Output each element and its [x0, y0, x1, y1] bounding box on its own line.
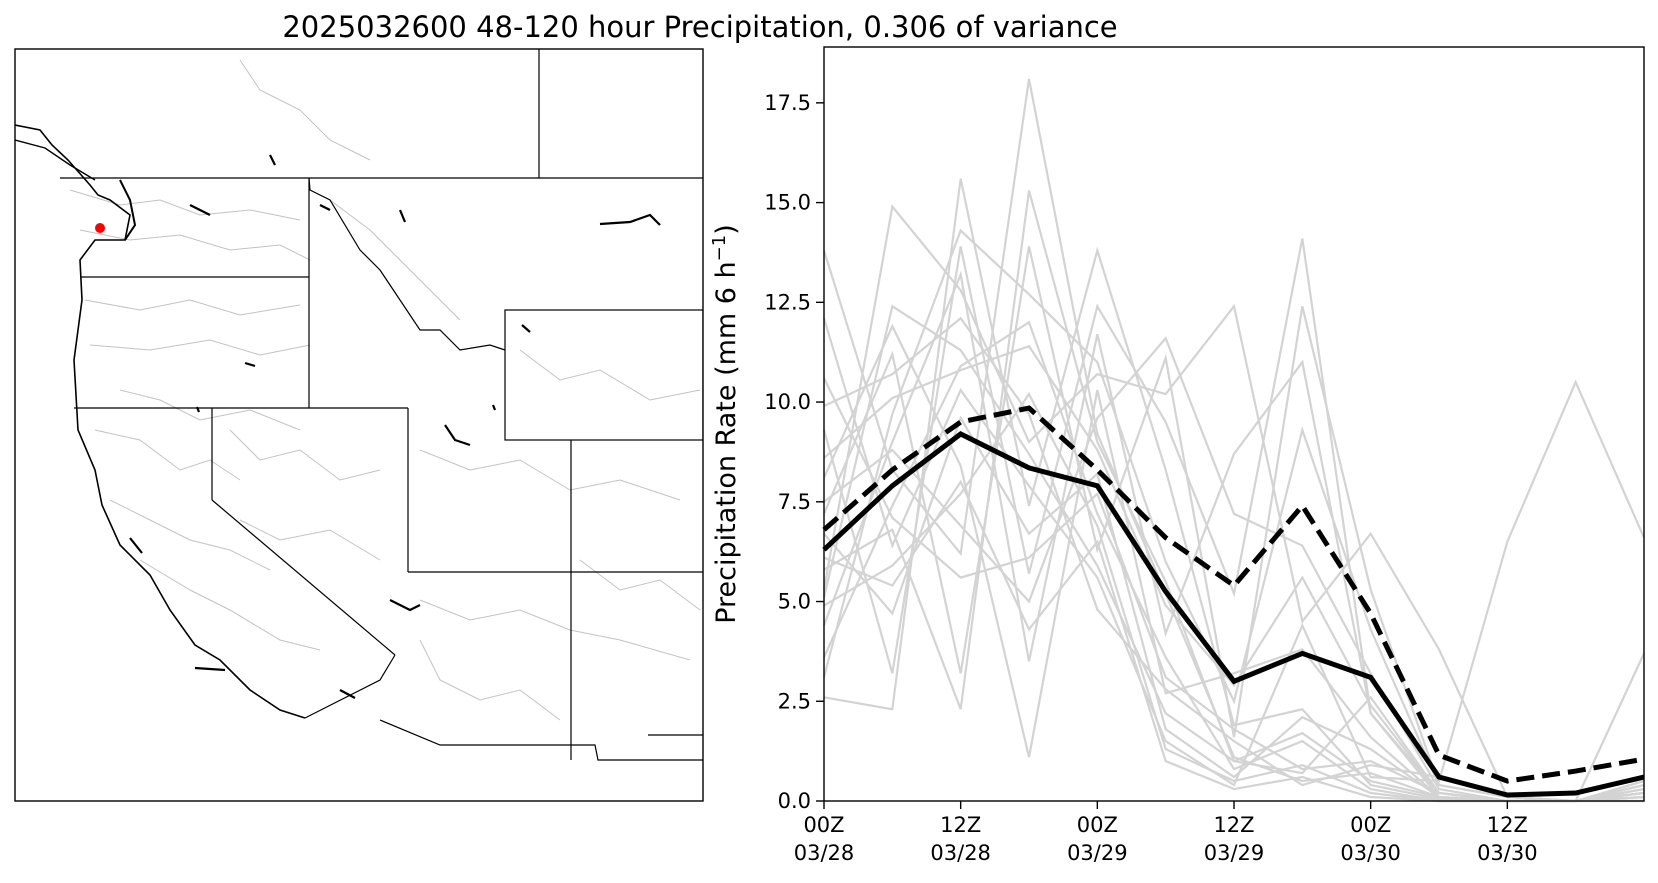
chart-title: 2025032600 48-120 hour Precipitation, 0.… [282, 10, 1118, 44]
x-tick-label: 12Z [940, 813, 981, 837]
y-tick-label: 10.0 [764, 390, 811, 414]
x-tick-label: 12Z [1213, 813, 1254, 837]
series-layer [822, 78, 1646, 803]
y-tick-label: 15.0 [764, 191, 811, 215]
plot-frame [823, 46, 1645, 802]
ensemble-member-line [822, 304, 1645, 803]
x-tick-label: 03/28 [930, 841, 991, 865]
x-tick-label: 03/28 [794, 841, 855, 865]
ensemble-member-line [822, 317, 1646, 787]
x-axis: 00Z 03/28 12Z 03/28 00Z 03/29 12Z 03/29 00Z 03/30… [794, 801, 1538, 865]
y-tick-label: 17.5 [764, 91, 811, 115]
y-axis: 0.0 2.5 5.0 7.5 10.0 12.5 15.0 17.5 [764, 91, 824, 813]
y-tick-label: 0.0 [778, 789, 811, 813]
y-axis-label: Precipitation Rate (mm 6 h−1) [709, 224, 742, 624]
x-tick-label: 12Z [1487, 813, 1528, 837]
coastline [15, 124, 306, 719]
x-tick-label: 03/30 [1477, 841, 1538, 865]
x-tick-label: 03/30 [1340, 841, 1401, 865]
x-tick-label: 03/29 [1204, 841, 1265, 865]
lakes [129, 154, 661, 699]
y-tick-label: 7.5 [778, 490, 811, 514]
x-tick-label: 00Z [1350, 813, 1391, 837]
x-tick-label: 00Z [803, 813, 844, 837]
y-tick-label: 12.5 [764, 290, 811, 314]
x-tick-label: 00Z [1077, 813, 1118, 837]
ensemble-member-line [822, 238, 1645, 803]
reference-dashed-line [822, 405, 1645, 784]
state-borders [60, 49, 703, 761]
basin-marker [95, 223, 105, 233]
mean-line [822, 431, 1645, 798]
ensemble-member-line [822, 228, 1645, 803]
basin-lines [69, 59, 701, 721]
y-tick-label: 2.5 [778, 689, 811, 713]
x-tick-label: 03/29 [1067, 841, 1128, 865]
y-tick-label: 5.0 [778, 590, 811, 614]
ensemble-member-line [823, 479, 1644, 803]
